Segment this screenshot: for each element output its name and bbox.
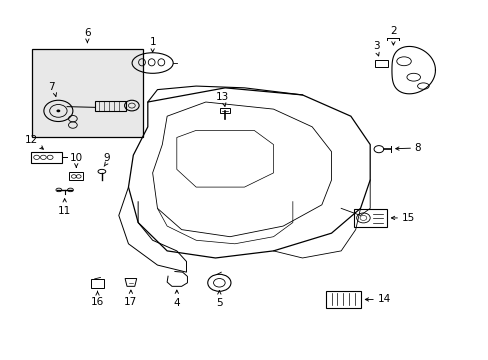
Bar (69, 172, 83, 180)
Bar (353, 209, 386, 227)
Text: 2: 2 (389, 26, 396, 36)
Bar (31, 152, 62, 163)
Text: 1: 1 (149, 37, 156, 47)
Text: 11: 11 (58, 206, 71, 216)
Text: 7: 7 (48, 82, 54, 92)
Bar (374, 60, 387, 67)
Text: 4: 4 (173, 298, 180, 308)
Text: 17: 17 (124, 297, 137, 307)
Bar (32, 49, 142, 138)
Text: 16: 16 (91, 297, 104, 307)
Text: 8: 8 (414, 143, 421, 153)
Text: 10: 10 (70, 153, 82, 163)
Text: 6: 6 (84, 28, 90, 38)
Text: 9: 9 (103, 153, 110, 163)
Text: 5: 5 (216, 298, 222, 308)
Bar (91, 279, 103, 288)
Text: 12: 12 (25, 135, 39, 145)
Circle shape (56, 109, 60, 112)
Text: 14: 14 (377, 294, 390, 305)
Text: 13: 13 (216, 92, 229, 102)
Text: 15: 15 (401, 213, 414, 223)
Bar (95, 100, 126, 111)
Bar (220, 108, 229, 113)
Text: 3: 3 (372, 41, 379, 51)
Bar (325, 291, 360, 307)
